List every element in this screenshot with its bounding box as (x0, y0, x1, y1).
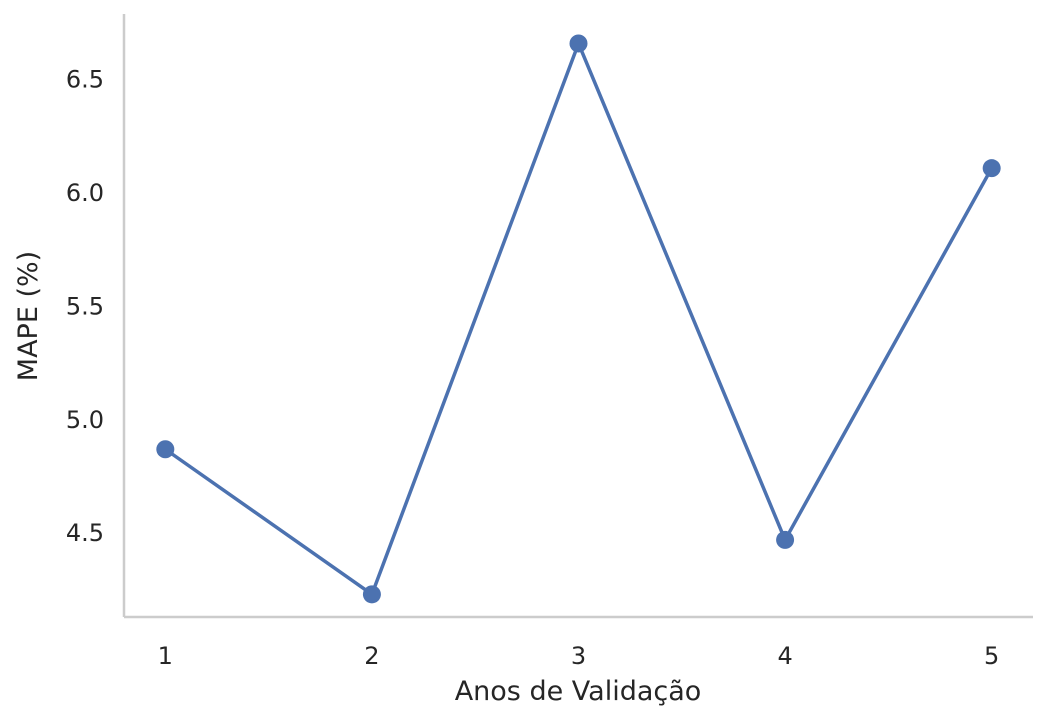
data-point (982, 159, 1001, 178)
series-layer (156, 34, 1001, 604)
x-tick-label: 1 (158, 642, 173, 670)
series-line (164, 41, 994, 597)
data-point (776, 530, 795, 549)
data-point (569, 34, 588, 53)
x-tick-label: 3 (571, 642, 586, 670)
data-point (362, 585, 381, 604)
y-tick-labels: 4.5 5.0 5.5 6.0 6.5 (66, 66, 104, 547)
y-tick-label: 5.0 (66, 406, 104, 434)
x-tick-label: 4 (777, 642, 792, 670)
x-tick-label: 5 (984, 642, 999, 670)
x-axis-title: Anos de Validação (455, 676, 702, 707)
x-tick-label: 2 (364, 642, 379, 670)
x-tick-labels: 1 2 3 4 5 (158, 642, 1000, 670)
y-tick-label: 6.5 (66, 66, 104, 94)
data-point (156, 440, 175, 459)
y-tick-label: 5.5 (66, 292, 104, 320)
y-tick-label: 4.5 (66, 519, 104, 547)
y-axis-title: MAPE (%) (13, 251, 44, 381)
y-tick-label: 6.0 (66, 179, 104, 207)
